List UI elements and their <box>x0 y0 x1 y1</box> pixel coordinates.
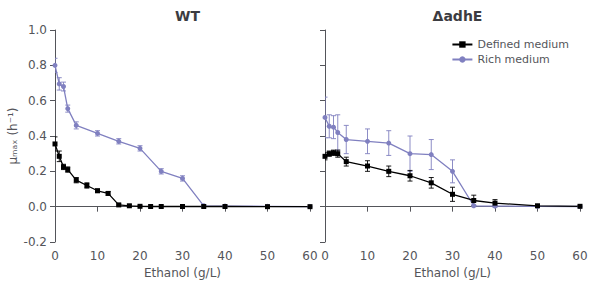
svg-text:1.0: 1.0 <box>28 23 47 37</box>
svg-text:0.6: 0.6 <box>28 94 47 108</box>
svg-text:0.8: 0.8 <box>28 58 47 72</box>
svg-text:Ethanol (g/L): Ethanol (g/L) <box>414 266 491 280</box>
svg-text:WT: WT <box>175 8 200 24</box>
svg-text:0.0: 0.0 <box>28 200 47 214</box>
svg-text:20: 20 <box>132 249 147 263</box>
svg-text:10: 10 <box>360 249 375 263</box>
svg-text:20: 20 <box>402 249 417 263</box>
svg-text:40: 40 <box>487 249 502 263</box>
svg-text:0: 0 <box>51 249 59 263</box>
svg-text:μₘₐₓ (h⁻¹): μₘₐₓ (h⁻¹) <box>6 107 20 164</box>
svg-text:60: 60 <box>302 249 317 263</box>
svg-text:-0.2: -0.2 <box>24 235 47 249</box>
svg-text:Defined medium: Defined medium <box>477 38 569 51</box>
svg-text:0: 0 <box>321 249 329 263</box>
svg-text:10: 10 <box>90 249 105 263</box>
svg-text:Rich medium: Rich medium <box>477 53 549 66</box>
svg-text:0.4: 0.4 <box>28 129 47 143</box>
svg-text:30: 30 <box>445 249 460 263</box>
svg-text:30: 30 <box>175 249 190 263</box>
svg-text:0.2: 0.2 <box>28 164 47 178</box>
svg-text:50: 50 <box>530 249 545 263</box>
svg-text:60: 60 <box>572 249 587 263</box>
svg-text:40: 40 <box>217 249 232 263</box>
svg-text:Ethanol (g/L): Ethanol (g/L) <box>144 266 221 280</box>
svg-text:ΔadhE: ΔadhE <box>433 8 483 24</box>
svg-text:50: 50 <box>260 249 275 263</box>
